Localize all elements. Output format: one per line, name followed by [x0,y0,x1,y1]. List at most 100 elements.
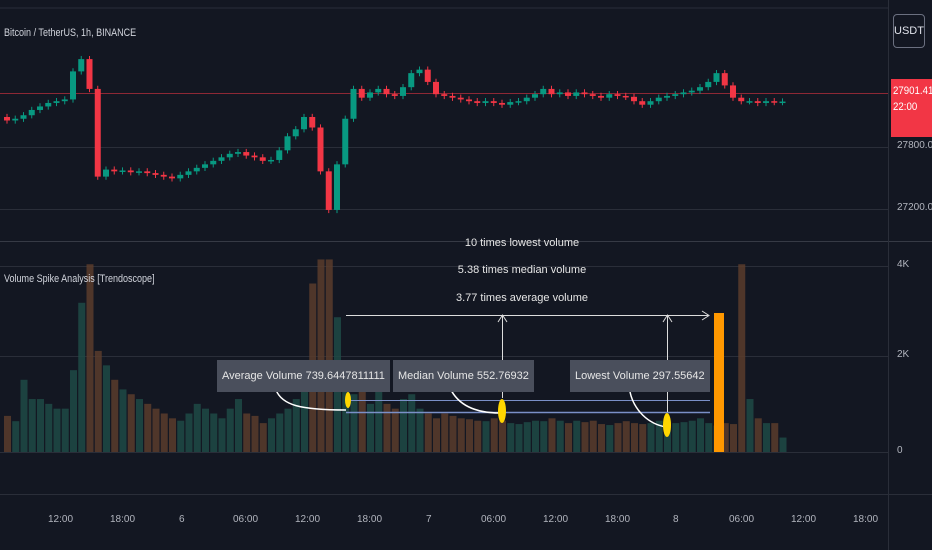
volume-bar [111,379,119,452]
volume-bar [210,413,218,452]
time-label: 12:00 [295,514,321,525]
candle [457,97,464,100]
volume-bar [490,418,498,452]
candle [251,155,258,158]
currency-button[interactable]: USDT [893,14,925,48]
volume-bar [523,422,531,452]
volume-bar [598,424,605,452]
candle [688,90,695,93]
candle [94,88,101,177]
volume-bar [680,422,688,452]
volume-bar [218,418,226,452]
volume-spike-bar [714,313,724,452]
time-label: 06:00 [729,514,755,525]
candle [226,153,233,158]
volume-bar [400,399,407,452]
volume-bar [78,302,86,452]
candle [466,99,472,102]
time-label: 12:00 [48,514,74,525]
candle [202,164,208,168]
volume-bar [12,421,20,452]
candle [358,88,365,98]
volume-bar [144,403,152,452]
volume-bar [350,394,358,452]
volume-bar [177,420,185,452]
time-label: 12:00 [791,514,817,525]
candle [622,95,629,98]
candle [309,116,316,128]
candle [540,88,547,95]
volume-bar [548,418,556,452]
candle [573,92,580,96]
candle [441,94,448,96]
volume-bar [119,389,127,452]
indicator-title[interactable]: Volume Spike Analysis [Trendoscope] [4,273,155,285]
candle [78,59,85,72]
candle [218,157,225,161]
volume-bar [127,394,135,452]
volume-bar [631,423,638,452]
volume-bar [482,421,490,452]
volume-bar [771,423,779,452]
candle [276,150,283,160]
candle [631,96,637,102]
bar-countdown: 22:00 [893,101,918,113]
volume-bar [408,394,416,452]
candle [565,92,571,96]
candle [721,73,728,86]
volume-bar [251,415,259,452]
volume-bar [193,403,201,452]
candle [754,101,761,103]
candle [655,97,662,102]
time-label: 06:00 [481,514,507,525]
candle [664,95,670,98]
volume-bar [383,403,391,452]
candle [391,94,398,96]
volume-bar [730,424,737,452]
last-price: 27901.41 [893,85,932,97]
volume-bar [103,365,110,452]
volume-bar [589,420,597,452]
lowest-connector [629,391,667,428]
candle [408,73,415,88]
time-label: 18:00 [853,514,879,525]
volume-bar [185,413,193,452]
volume-bar [556,420,564,452]
volume-bar [738,264,746,452]
volume-bar [202,408,209,452]
candle [342,118,349,165]
volume-bar [37,399,44,452]
time-label: 18:00 [110,514,136,525]
candle [507,102,514,105]
volume-bar [86,264,94,452]
volume-bar [499,420,506,452]
volume-bar [243,413,251,452]
candle [61,99,68,102]
candle [177,174,184,179]
volume-bar [20,379,28,452]
volume-bar [688,420,696,452]
candle [243,152,250,156]
candle [614,94,621,96]
symbol-title[interactable]: Bitcoin / TetherUS, 1h, BINANCE [4,27,137,39]
volume-bar [136,399,143,452]
candle [697,87,703,91]
candle [4,116,10,121]
candle [383,88,390,95]
candle [705,81,712,88]
volume-tick-0: 0 [897,445,903,456]
candle [317,127,324,172]
volume-bar [342,365,350,452]
volume-bar [416,408,424,452]
candle [86,59,93,89]
time-label: 18:00 [357,514,383,525]
candle [325,171,332,210]
candle [193,167,200,172]
candle [37,106,43,110]
average-marker [345,392,351,408]
candle [548,88,555,95]
volume-bar [754,418,762,452]
volume-tick-2k: 2K [897,349,910,360]
volume-bar [301,379,308,452]
